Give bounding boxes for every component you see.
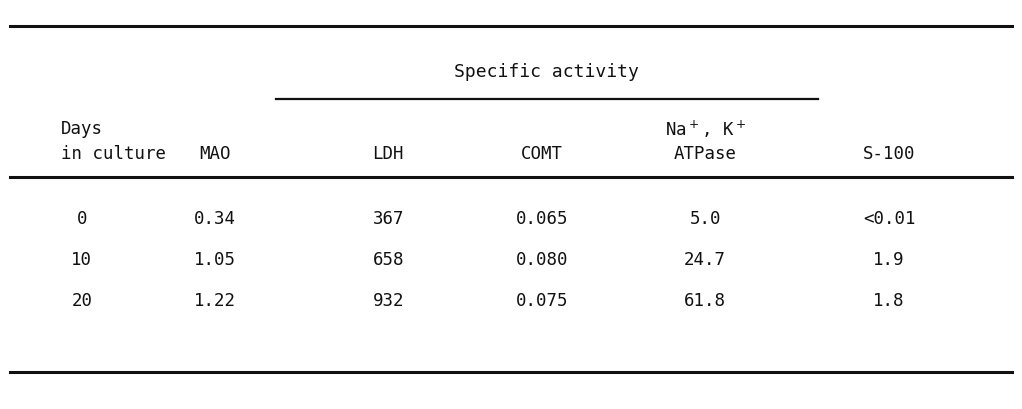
Text: Na$^+$, K$^+$: Na$^+$, K$^+$ <box>664 118 746 139</box>
Text: <0.01: <0.01 <box>863 210 916 228</box>
Text: S-100: S-100 <box>863 144 916 162</box>
Text: 0.34: 0.34 <box>193 210 236 228</box>
Text: 0.080: 0.080 <box>515 251 568 269</box>
Text: 1.8: 1.8 <box>874 292 904 310</box>
Text: Days: Days <box>61 120 103 138</box>
Text: 20: 20 <box>72 292 92 310</box>
Text: 1.9: 1.9 <box>874 251 904 269</box>
Text: MAO: MAO <box>199 144 230 162</box>
Text: in culture: in culture <box>61 144 167 162</box>
Text: 1.05: 1.05 <box>193 251 236 269</box>
Text: 367: 367 <box>373 210 404 228</box>
Text: 1.22: 1.22 <box>193 292 236 310</box>
Text: LDH: LDH <box>373 144 404 162</box>
Text: 24.7: 24.7 <box>684 251 727 269</box>
Text: 61.8: 61.8 <box>684 292 727 310</box>
Text: 0.065: 0.065 <box>515 210 568 228</box>
Text: 658: 658 <box>373 251 404 269</box>
Text: 932: 932 <box>373 292 404 310</box>
Text: 10: 10 <box>72 251 92 269</box>
Text: 0: 0 <box>77 210 87 228</box>
Text: 0.075: 0.075 <box>515 292 568 310</box>
Text: 5.0: 5.0 <box>690 210 721 228</box>
Text: ATPase: ATPase <box>673 144 737 162</box>
Text: Specific activity: Specific activity <box>455 63 639 81</box>
Text: COMT: COMT <box>520 144 563 162</box>
